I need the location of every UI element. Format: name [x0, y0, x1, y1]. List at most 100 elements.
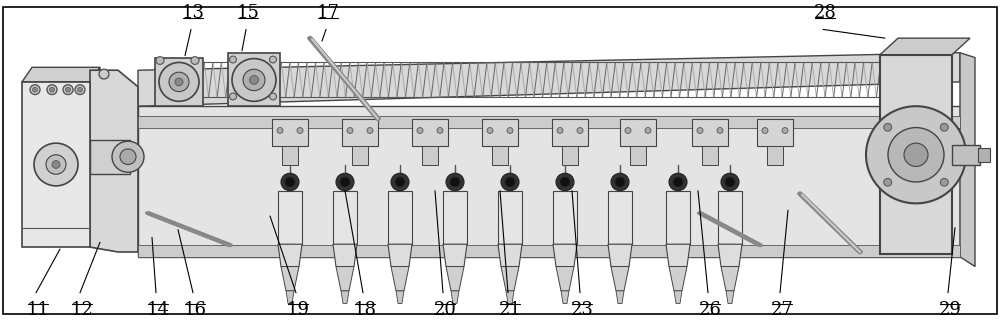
Bar [562, 146, 578, 166]
Circle shape [437, 128, 443, 133]
Circle shape [645, 128, 651, 133]
Bar [482, 119, 518, 146]
Text: 26: 26 [699, 300, 721, 318]
Bar [342, 119, 378, 146]
Circle shape [277, 128, 283, 133]
Circle shape [250, 76, 258, 84]
Bar [692, 119, 728, 146]
Circle shape [340, 177, 350, 187]
Circle shape [725, 177, 735, 187]
Circle shape [75, 85, 85, 95]
Bar [138, 116, 960, 128]
Text: 11: 11 [26, 300, 50, 318]
Polygon shape [286, 291, 294, 303]
Bar [443, 191, 467, 244]
Polygon shape [336, 267, 354, 291]
Circle shape [367, 128, 373, 133]
Polygon shape [281, 267, 299, 291]
Bar [880, 55, 952, 254]
Text: 19: 19 [287, 300, 310, 318]
Circle shape [347, 128, 353, 133]
Circle shape [169, 72, 189, 92]
Polygon shape [960, 53, 975, 267]
Circle shape [866, 106, 966, 204]
Bar [620, 119, 656, 146]
Circle shape [175, 78, 183, 86]
Bar [282, 146, 298, 166]
Circle shape [782, 128, 788, 133]
Polygon shape [341, 291, 349, 303]
Bar [757, 119, 793, 146]
Circle shape [232, 59, 276, 101]
Circle shape [717, 128, 723, 133]
Bar [278, 191, 302, 244]
Circle shape [99, 69, 109, 79]
Circle shape [78, 87, 82, 92]
Bar [666, 191, 690, 244]
Circle shape [721, 173, 739, 191]
Circle shape [50, 87, 54, 92]
Bar [388, 191, 412, 244]
Polygon shape [880, 38, 970, 55]
Bar [630, 146, 646, 166]
Polygon shape [388, 244, 412, 267]
Circle shape [395, 177, 405, 187]
Polygon shape [446, 267, 464, 291]
Text: 28: 28 [814, 4, 836, 22]
Text: 14: 14 [147, 300, 169, 318]
Bar [138, 106, 960, 257]
Circle shape [230, 56, 237, 63]
Circle shape [336, 173, 354, 191]
Circle shape [30, 85, 40, 95]
Circle shape [191, 57, 199, 64]
Circle shape [281, 173, 299, 191]
Circle shape [487, 128, 493, 133]
Circle shape [501, 173, 519, 191]
Bar [352, 146, 368, 166]
Circle shape [762, 128, 768, 133]
Polygon shape [90, 70, 138, 252]
Circle shape [159, 62, 199, 101]
Polygon shape [669, 267, 687, 291]
Circle shape [611, 173, 629, 191]
Text: 23: 23 [571, 300, 593, 318]
Polygon shape [556, 267, 574, 291]
Polygon shape [611, 267, 629, 291]
Circle shape [615, 177, 625, 187]
Text: 29: 29 [939, 300, 961, 318]
Bar [553, 191, 577, 244]
Text: 15: 15 [237, 4, 259, 22]
Circle shape [32, 87, 38, 92]
Bar [422, 146, 438, 166]
Polygon shape [451, 291, 459, 303]
Bar [228, 53, 280, 106]
Circle shape [507, 128, 513, 133]
Polygon shape [443, 244, 467, 267]
Text: 13: 13 [182, 4, 205, 22]
Bar [702, 146, 718, 166]
Polygon shape [506, 291, 514, 303]
Circle shape [297, 128, 303, 133]
Bar [22, 82, 90, 247]
Circle shape [884, 178, 892, 186]
Polygon shape [561, 291, 569, 303]
Circle shape [577, 128, 583, 133]
Bar [608, 191, 632, 244]
Bar [978, 148, 990, 162]
Circle shape [904, 143, 928, 166]
Circle shape [270, 56, 276, 63]
Circle shape [888, 128, 944, 182]
Bar [155, 58, 203, 106]
Circle shape [673, 177, 683, 187]
Polygon shape [726, 291, 734, 303]
Polygon shape [666, 244, 690, 267]
Circle shape [156, 57, 164, 64]
Circle shape [450, 177, 460, 187]
Circle shape [270, 93, 276, 100]
Text: 20: 20 [434, 300, 456, 318]
Bar [498, 191, 522, 244]
Circle shape [230, 93, 237, 100]
Text: 21: 21 [499, 300, 521, 318]
Polygon shape [391, 267, 409, 291]
Polygon shape [138, 53, 960, 106]
